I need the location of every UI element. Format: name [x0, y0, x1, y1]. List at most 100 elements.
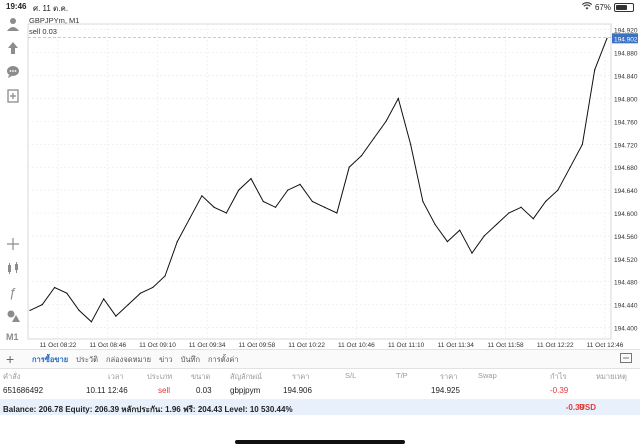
row-open-price: 194.906 — [283, 386, 312, 395]
price-point — [164, 275, 166, 277]
y-tick-label: 194.840 — [614, 74, 638, 81]
tab-news[interactable]: ข่าว — [159, 355, 173, 364]
price-point — [336, 212, 338, 214]
y-tick-label: 194.520 — [614, 257, 638, 264]
y-tick-label: 194.680 — [614, 165, 638, 172]
price-point — [66, 292, 68, 294]
price-point — [139, 292, 142, 294]
price-point — [446, 241, 449, 243]
battery-percent: 67% — [594, 2, 611, 12]
y-tick-label: 194.920 — [614, 28, 638, 35]
add-document-icon[interactable] — [5, 88, 21, 104]
objects-icon[interactable] — [5, 308, 21, 324]
x-tick-label: 11 Oct 08:22 — [40, 342, 77, 349]
table-row[interactable]: 651686492 10.11 12:46 sell 0.03 gbpjpym … — [0, 383, 640, 399]
battery-fill — [616, 4, 627, 10]
x-tick-label: 11 Oct 09:10 — [139, 342, 176, 349]
price-chart[interactable]: 194.920 194.880 194.840 194.800 194.760 194.7… — [26, 14, 640, 349]
x-tick-label: 11 Oct 12:46 — [587, 342, 624, 349]
home-indicator — [235, 440, 405, 444]
col-tp: T/P — [396, 371, 408, 380]
price-tag-label: 194.902 — [614, 36, 638, 43]
price-point — [78, 309, 80, 311]
row-volume: 0.03 — [196, 386, 212, 395]
price-point — [274, 206, 277, 208]
col-price: ราคา — [292, 372, 310, 381]
row-time: 10.11 12:46 — [86, 386, 128, 395]
y-tick-label: 194.440 — [614, 303, 638, 310]
price-point — [569, 166, 571, 168]
price-point — [225, 212, 228, 214]
y-tick-label: 194.400 — [614, 326, 638, 333]
price-point — [41, 304, 43, 306]
x-tick-label: 11 Oct 12:22 — [537, 342, 574, 349]
timeframe-label[interactable]: M1 — [6, 332, 19, 342]
price-point — [324, 206, 326, 208]
balance-summary: Balance: 206.78 Equity: 206.39 หลักประกั… — [3, 405, 293, 414]
price-point — [373, 137, 375, 140]
add-order-icon[interactable]: + — [6, 351, 15, 367]
y-tick-label: 194.640 — [614, 188, 638, 195]
x-tick-label: 11 Oct 10:46 — [338, 342, 375, 349]
col-sl: S/L — [345, 371, 357, 380]
orders-table-header: คำสั่ง เวลา ประเภท ขนาด สัญลักษณ์ ราคา S… — [0, 368, 640, 382]
price-point — [471, 252, 473, 254]
price-point — [201, 195, 203, 197]
tab-trade[interactable]: การซื้อขาย — [32, 355, 69, 364]
price-point — [545, 200, 547, 203]
price-point — [495, 223, 498, 226]
price-point — [299, 183, 301, 185]
tab-history[interactable]: ประวัติ — [76, 355, 99, 364]
balance-bar: Balance: 206.78 Equity: 206.39 หลักประกั… — [0, 399, 640, 415]
price-point — [594, 69, 596, 71]
terminal-tabs: การซื้อขาย ประวัติ กล่องจดหมาย ข่าว บันท… — [32, 354, 239, 366]
tab-settings[interactable]: การตั้งค่า — [208, 355, 239, 364]
col-comment: หมายเหตุ — [596, 372, 627, 381]
chat-icon[interactable] — [5, 64, 21, 80]
status-time: 19:46 — [6, 2, 27, 11]
expand-panel-icon[interactable] — [620, 353, 632, 366]
price-point — [29, 309, 31, 311]
price-point — [397, 97, 399, 100]
col-volume: ขนาด — [191, 372, 211, 381]
price-point — [152, 286, 154, 289]
price-point — [115, 315, 117, 317]
price-point — [557, 189, 559, 191]
col-type: ประเภท — [147, 372, 173, 381]
price-point — [385, 120, 387, 122]
price-point — [250, 178, 252, 180]
tab-journal[interactable]: บันทึก — [180, 355, 201, 364]
tab-mailbox[interactable]: กล่องจดหมาย — [106, 355, 152, 364]
status-bar: 19:46 ศ. 11 ต.ค. 67% — [0, 0, 640, 14]
col-symbol: สัญลักษณ์ — [230, 372, 263, 381]
price-point — [409, 143, 412, 145]
y-tick-label: 194.600 — [614, 211, 638, 218]
col-swap: Swap — [478, 371, 497, 380]
price-series-line — [29, 38, 608, 323]
indicators-icon[interactable] — [5, 260, 21, 276]
y-tick-label: 194.880 — [614, 51, 638, 58]
price-point — [459, 229, 461, 231]
price-point — [188, 218, 191, 220]
chart-toolbar: ƒ M1 — [0, 14, 26, 344]
account-icon[interactable] — [5, 16, 21, 32]
price-point — [311, 200, 313, 203]
chart-canvas[interactable]: 194.920 194.880 194.840 194.800 194.760 194.7… — [26, 14, 640, 349]
price-point — [483, 235, 485, 237]
price-point — [348, 166, 350, 168]
price-point — [360, 155, 363, 157]
y-tick-label: 194.720 — [614, 142, 638, 149]
status-right: 67% — [581, 2, 634, 12]
function-icon[interactable]: ƒ — [9, 284, 17, 300]
row-ticket: 651686492 — [3, 386, 44, 395]
x-tick-label: 11 Oct 11:10 — [388, 342, 425, 349]
price-point — [532, 218, 534, 220]
price-point — [103, 298, 105, 300]
price-tag-bg — [612, 33, 638, 44]
crosshair-icon[interactable] — [5, 236, 21, 252]
chart-symbol-label: GBPJPYm, M1 — [29, 16, 80, 25]
upload-icon[interactable] — [5, 40, 21, 56]
price-point — [53, 286, 56, 289]
col-cur-price: ราคา — [440, 372, 458, 381]
x-tick-label: 11 Oct 09:34 — [189, 342, 226, 349]
